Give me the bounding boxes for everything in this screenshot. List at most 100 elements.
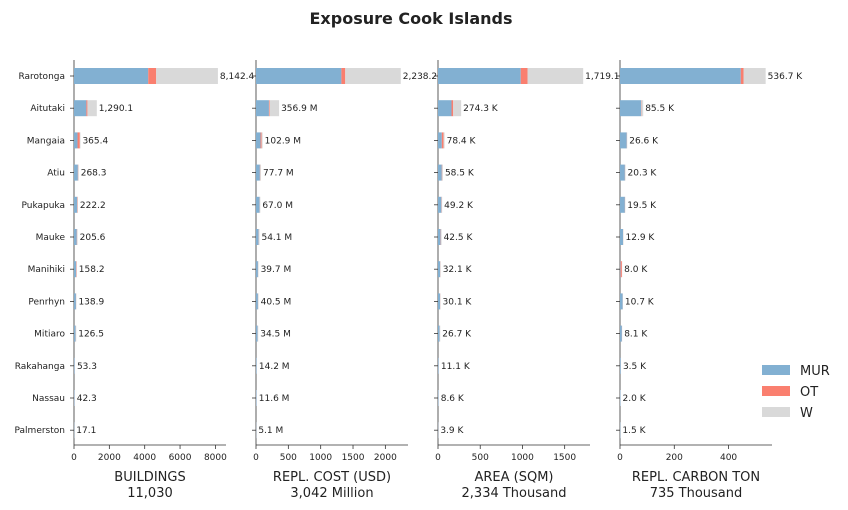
bar-mur [620, 164, 625, 181]
x-axis-total: 11,030 [127, 486, 173, 501]
legend-swatch-w [762, 407, 790, 417]
x-tick-label: 2000 [98, 453, 121, 463]
data-label: 26.7 K [442, 330, 472, 340]
category-label: Mitiaro [34, 330, 65, 340]
bar-mur [256, 390, 257, 406]
data-label: 536.7 K [768, 72, 804, 82]
bar-mur [256, 325, 258, 342]
bar-mur [74, 325, 76, 342]
category-label: Rarotonga [18, 72, 65, 82]
bar-mur [256, 164, 260, 181]
x-tick-label: 200 [666, 453, 683, 463]
data-label: 158.2 [79, 265, 105, 275]
x-axis-total: 3,042 Million [290, 486, 373, 501]
category-label: Atiu [47, 169, 65, 179]
bar-w [439, 325, 441, 342]
x-axis-label: REPL. COST (USD) [273, 470, 391, 485]
bar-ot [451, 100, 454, 117]
data-label: 53.3 [77, 362, 97, 372]
x-tick-label: 1000 [511, 453, 534, 463]
bar-mur [74, 357, 75, 374]
data-label: 268.3 [81, 169, 107, 179]
data-label: 138.9 [78, 297, 104, 307]
x-tick-label: 6000 [169, 453, 192, 463]
bar-mur [620, 229, 623, 245]
bar-w [258, 229, 260, 245]
data-label: 1.5 K [622, 426, 646, 436]
bar-ot [341, 68, 346, 84]
x-tick-label: 1500 [553, 453, 576, 463]
bar-mur [620, 357, 621, 374]
data-label: 34.5 M [260, 330, 291, 340]
legend-swatch-ot [762, 386, 790, 396]
x-tick-label: 0 [617, 453, 623, 463]
x-axis-label: BUILDINGS [114, 470, 185, 485]
bar-w [269, 100, 280, 117]
bar-mur [438, 229, 441, 245]
bar-ot [86, 100, 88, 117]
data-label: 20.3 K [628, 169, 658, 179]
x-axis-label: REPL. CARBON TON [632, 470, 760, 485]
bar-mur [256, 68, 342, 84]
bar-mur [438, 164, 442, 181]
bar-w [259, 196, 261, 213]
category-label: Aitutaki [30, 104, 65, 114]
data-label: 42.5 K [444, 233, 474, 243]
data-label: 32.1 K [443, 265, 473, 275]
data-label: 49.2 K [444, 201, 474, 211]
data-label: 39.7 M [261, 265, 292, 275]
x-tick-label: 2000 [374, 453, 397, 463]
bar-mur [74, 196, 78, 213]
data-label: 205.6 [80, 233, 106, 243]
x-axis-total: 2,334 Thousand [462, 486, 567, 501]
bar-w [258, 293, 259, 310]
data-label: 58.5 K [445, 169, 475, 179]
x-tick-label: 0 [253, 453, 259, 463]
bar-ot [441, 132, 444, 149]
data-label: 42.3 [77, 394, 97, 404]
bar-mur [74, 390, 75, 406]
bar-mur [438, 390, 439, 406]
bar-mur [74, 293, 76, 310]
category-label: Rakahanga [15, 362, 65, 372]
data-label: 3.5 K [623, 362, 647, 372]
category-label: Nassau [32, 394, 65, 404]
data-label: 67.0 M [262, 201, 293, 211]
bar-mur [620, 261, 621, 278]
x-tick-label: 4000 [133, 453, 156, 463]
bar-w [743, 68, 766, 84]
category-label: Manihiki [28, 265, 65, 275]
data-label: 40.5 M [261, 297, 292, 307]
data-label: 77.7 M [263, 169, 294, 179]
data-label: 8.1 K [624, 330, 648, 340]
bar-mur [256, 261, 258, 278]
x-tick-label: 500 [472, 453, 489, 463]
bar-mur [438, 196, 442, 213]
bar-w [453, 100, 462, 117]
x-tick-label: 1000 [309, 453, 332, 463]
bar-ot [620, 261, 622, 278]
data-label: 2.0 K [623, 394, 647, 404]
bar-w [527, 68, 584, 84]
bar-mur [438, 100, 452, 117]
data-label: 30.1 K [443, 297, 473, 307]
legend-label-w: W [800, 406, 813, 421]
bar-mur [620, 100, 642, 117]
data-label: 17.1 [76, 426, 96, 436]
data-label: 26.6 K [629, 136, 659, 146]
data-label: 126.5 [78, 330, 104, 340]
x-axis-total: 735 Thousand [650, 486, 743, 501]
data-label: 12.9 K [626, 233, 656, 243]
bar-w [78, 164, 79, 181]
bar-mur [438, 261, 441, 278]
x-tick-label: 400 [720, 453, 737, 463]
data-label: 274.3 K [463, 104, 499, 114]
panel-3: 0 200 400 536.7 K 85.5 K 26.6 K 20.3 K 19.5 K 12… [616, 60, 803, 501]
panel-2: 0 500 1000 1500 1,719.1 274.3 K 78.4 K 58.5 K 49… [434, 60, 620, 501]
bar-w [260, 164, 262, 181]
bar-mur [438, 132, 442, 149]
bar-w [156, 68, 218, 84]
bar-mur [74, 164, 78, 181]
bar-ot [520, 68, 528, 84]
bar-w [440, 229, 442, 245]
